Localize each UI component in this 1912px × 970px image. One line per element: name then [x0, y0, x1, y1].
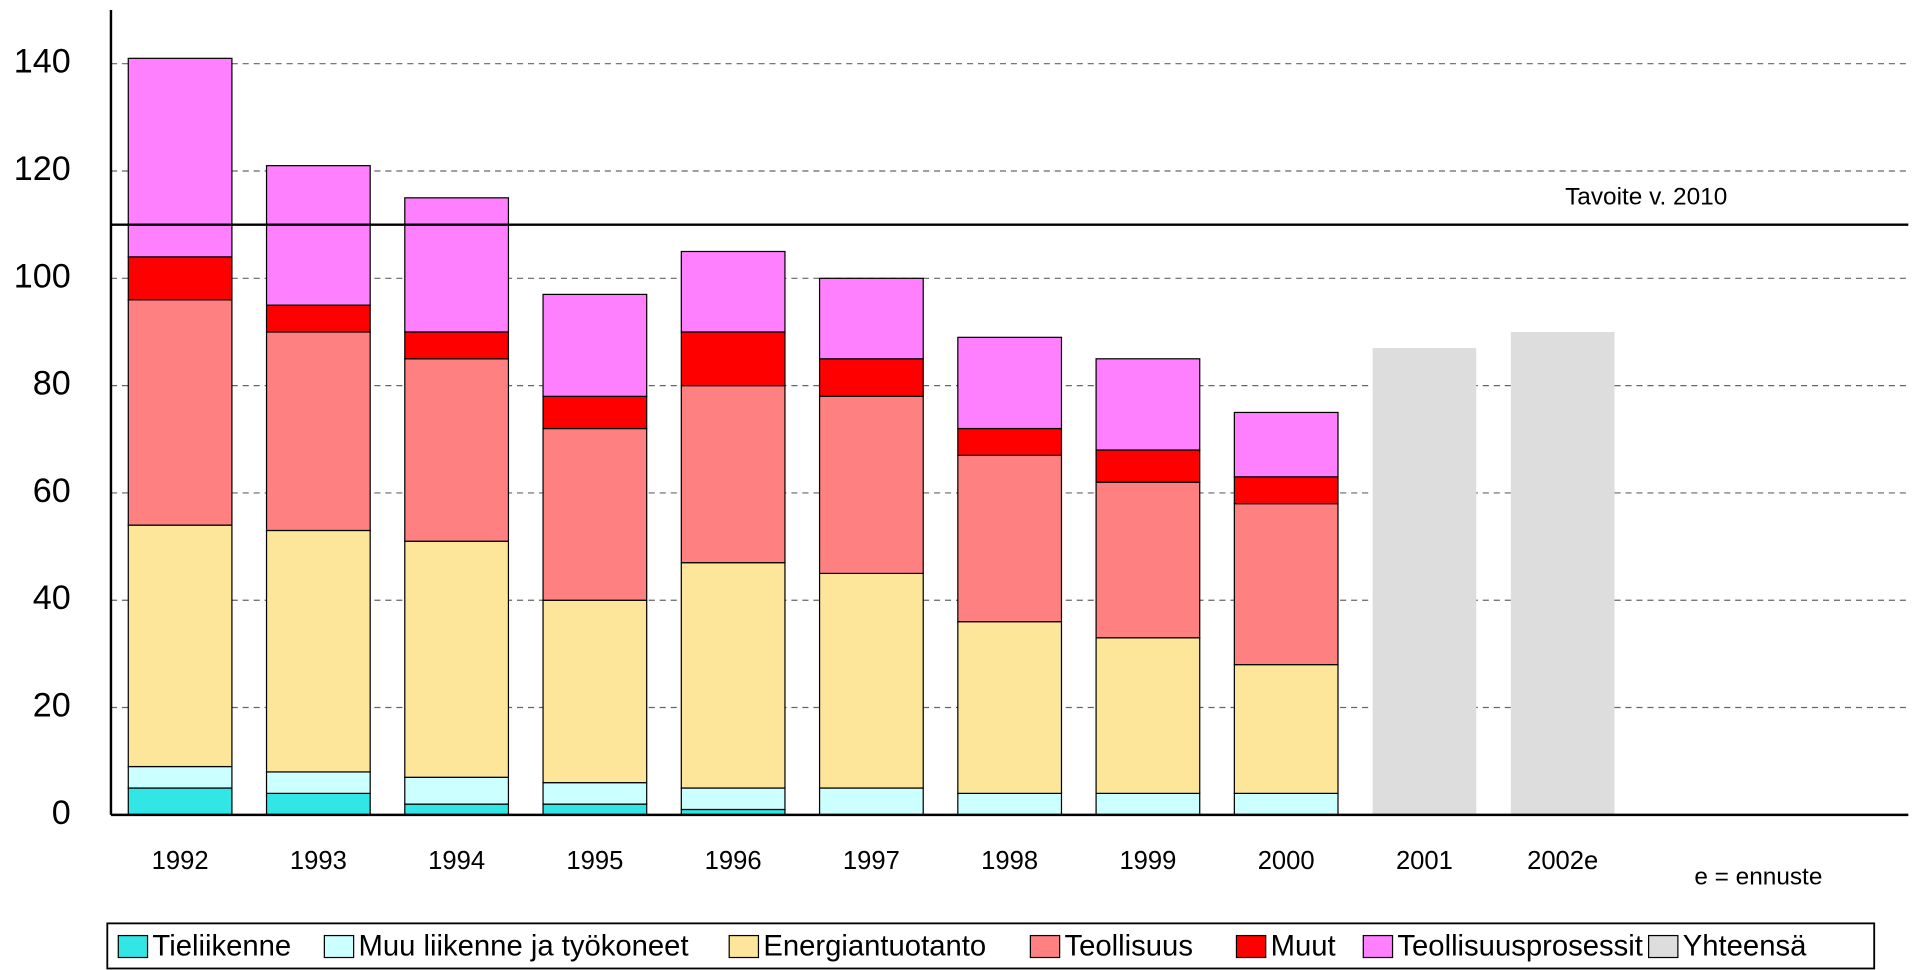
bar-segment: [404, 803, 510, 816]
legend-swatch: [1235, 934, 1267, 959]
legend-swatch: [1362, 934, 1394, 959]
bar-segment: [957, 336, 1063, 430]
bar-segment: [1233, 664, 1339, 794]
legend-swatch: [1029, 934, 1061, 959]
y-tick-label: 60: [33, 472, 71, 510]
bar-segment: [265, 771, 371, 794]
x-tick-label: 2000: [1258, 847, 1315, 875]
legend-label: Energiantuotanto: [763, 930, 986, 962]
annotation: e = ennuste: [1694, 864, 1822, 891]
bar-segment: [542, 782, 648, 805]
legend-label: Muu liikenne ja työkoneet: [359, 930, 689, 962]
legend-label: Teollisuus: [1065, 930, 1193, 962]
bar-segment: [1233, 503, 1339, 666]
bar-segment: [404, 197, 510, 333]
bar-segment: [680, 250, 786, 333]
x-tick-label: 1997: [843, 847, 900, 875]
bar-segment: [265, 331, 371, 532]
bar-segment: [265, 529, 371, 773]
bar-segment: [404, 331, 510, 360]
bar-segment: [1095, 792, 1201, 816]
bar-segment: [680, 562, 786, 789]
target-label: Tavoite v. 2010: [1565, 183, 1727, 210]
bar-segment: [1095, 358, 1201, 451]
bar-segment: [127, 787, 233, 816]
bar-segment: [1510, 331, 1615, 815]
bar-segment: [404, 776, 510, 805]
y-tick-label: 140: [14, 43, 71, 81]
x-tick-label: 2001: [1396, 847, 1453, 875]
y-tick-label: 100: [14, 257, 71, 295]
bar-segment: [957, 792, 1063, 816]
bar-segment: [127, 256, 233, 301]
bar-segment: [127, 57, 233, 258]
bar-segment: [542, 427, 648, 601]
y-tick-label: 20: [33, 687, 71, 725]
legend-label: Teollisuusprosessit: [1397, 930, 1642, 962]
bar-segment: [1233, 411, 1339, 478]
legend-label: Tieliikenne: [152, 930, 291, 962]
bar-segment: [542, 395, 648, 430]
bar-segment: [818, 787, 924, 816]
bar-segment: [127, 765, 233, 789]
y-tick-label: 120: [14, 150, 71, 188]
x-tick-label: 1992: [152, 847, 209, 875]
bar-segment: [818, 358, 924, 397]
x-tick-label: 1996: [705, 847, 762, 875]
bar-segment: [1095, 637, 1201, 794]
legend-swatch: [728, 934, 760, 959]
bar-segment: [680, 787, 786, 811]
legend-swatch: [1648, 934, 1679, 959]
x-tick-label: 2002e: [1527, 847, 1598, 875]
bar-segment: [1233, 476, 1339, 505]
bar-segment: [542, 599, 648, 784]
bar-segment: [404, 540, 510, 778]
legend-label: Yhteensä: [1683, 930, 1807, 962]
y-tick-label: 40: [33, 579, 71, 617]
bar-segment: [265, 792, 371, 816]
bar-segment: [1372, 348, 1477, 815]
bar-segment: [127, 299, 233, 526]
bar-segment: [542, 293, 648, 397]
legend-label: Muut: [1271, 930, 1336, 962]
x-tick-label: 1994: [428, 847, 485, 875]
bar-segment: [957, 427, 1063, 456]
bar-segment: [818, 572, 924, 789]
x-tick-label: 1995: [566, 847, 623, 875]
y-tick-label: 0: [52, 794, 71, 832]
bar-segment: [957, 454, 1063, 623]
legend-swatch: [117, 934, 149, 959]
bar-segment: [542, 803, 648, 816]
bar-segment: [957, 621, 1063, 794]
bar-segment: [1233, 792, 1339, 816]
bar-segment: [265, 304, 371, 333]
bar-segment: [127, 524, 233, 768]
x-tick-label: 1999: [1119, 847, 1176, 875]
bar-segment: [680, 385, 786, 564]
bar-segment: [1095, 449, 1201, 483]
bar-segment: [1095, 481, 1201, 639]
legend-swatch: [323, 934, 355, 959]
bar-segment: [818, 277, 924, 360]
bar-segment: [818, 395, 924, 575]
x-tick-label: 1998: [981, 847, 1038, 875]
x-tick-label: 1993: [290, 847, 347, 875]
bar-segment: [680, 331, 786, 387]
legend-box: [106, 922, 1876, 970]
bar-segment: [265, 165, 371, 306]
bar-segment: [404, 358, 510, 542]
y-tick-label: 80: [33, 365, 71, 403]
